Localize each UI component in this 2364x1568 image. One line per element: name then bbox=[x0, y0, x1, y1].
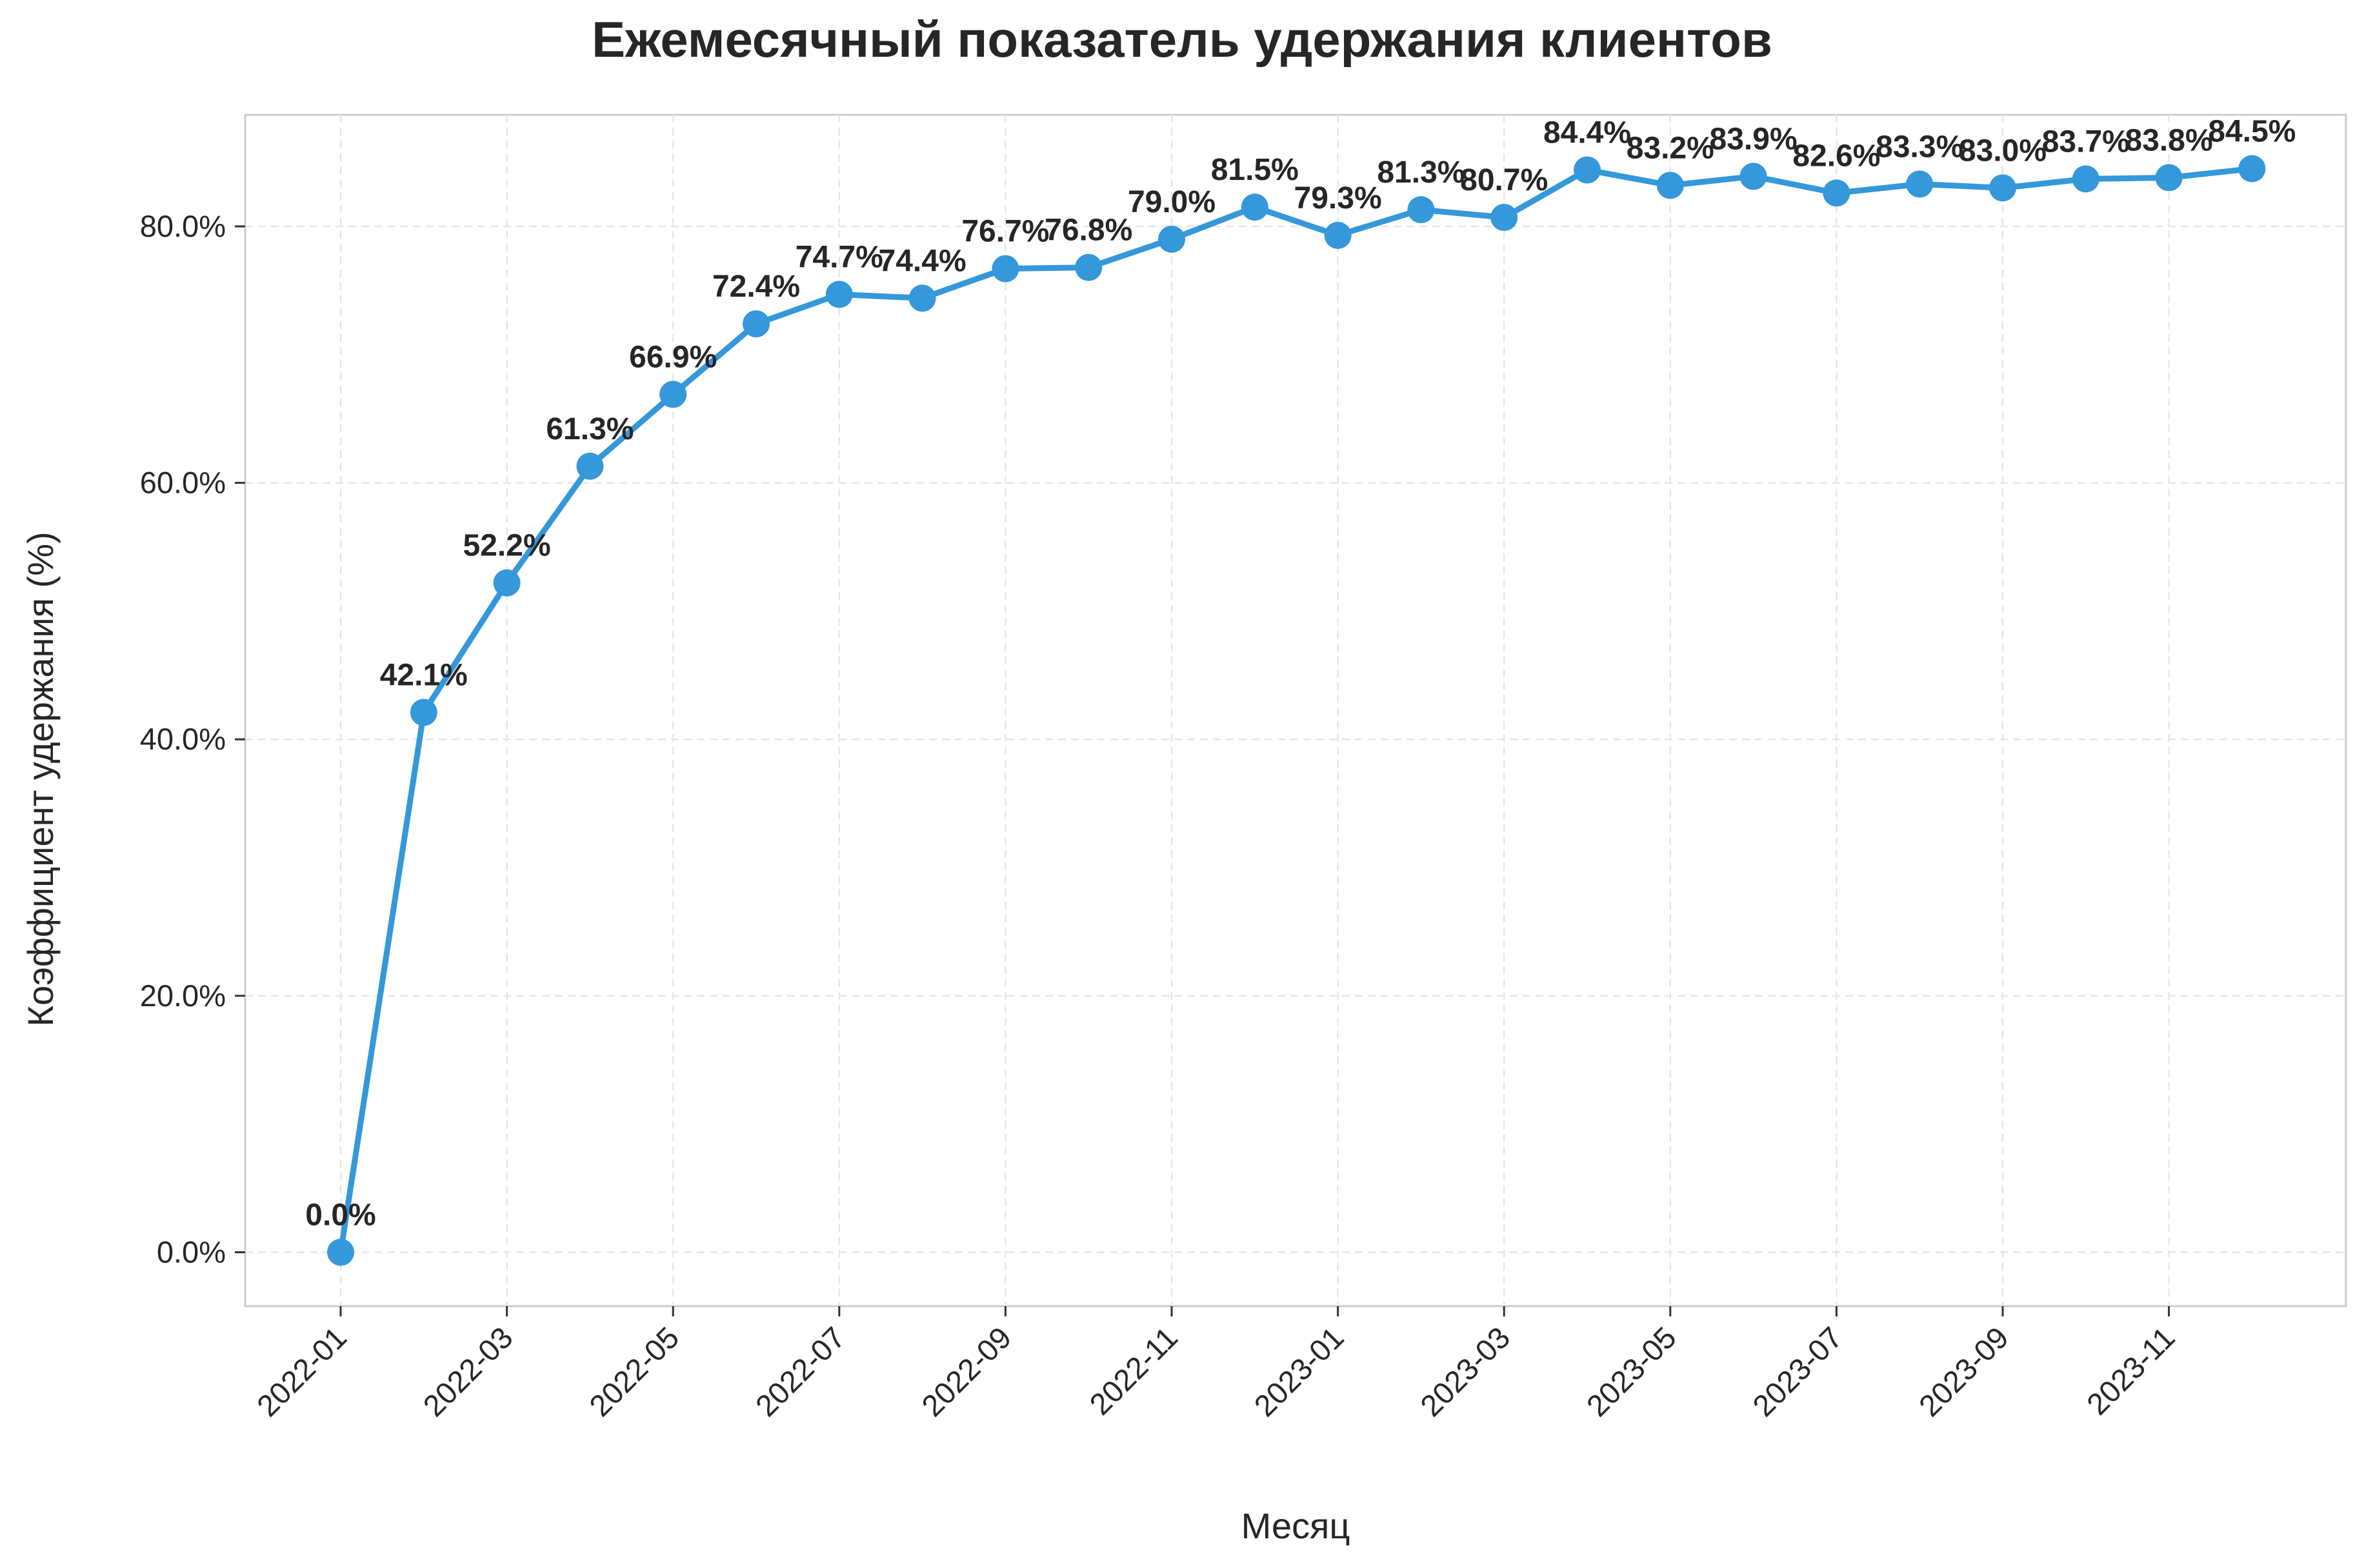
data-label: 83.2% bbox=[1627, 131, 1714, 165]
x-tick-label: 2022-01 bbox=[250, 1320, 353, 1423]
data-point bbox=[992, 255, 1019, 283]
y-tick-label: 20.0% bbox=[140, 978, 226, 1013]
y-tick-label: 40.0% bbox=[140, 722, 226, 756]
data-point bbox=[327, 1238, 354, 1266]
data-label: 42.1% bbox=[380, 658, 468, 692]
data-label: 83.3% bbox=[1876, 130, 1963, 164]
data-point bbox=[1407, 196, 1435, 224]
x-axis-label: Месяц bbox=[1241, 1505, 1350, 1546]
data-label: 76.8% bbox=[1045, 213, 1132, 248]
x-tick-label: 2022-11 bbox=[1083, 1320, 1184, 1422]
data-label: 79.0% bbox=[1128, 185, 1216, 219]
data-label: 81.3% bbox=[1377, 155, 1465, 190]
data-label: 80.7% bbox=[1460, 163, 1548, 197]
x-tick-label: 2023-07 bbox=[1746, 1320, 1848, 1423]
data-point bbox=[1574, 156, 1601, 184]
data-label: 52.2% bbox=[463, 529, 551, 563]
y-tick-label: 0.0% bbox=[157, 1235, 226, 1269]
x-tick-label: 2022-07 bbox=[748, 1320, 851, 1423]
data-label: 83.0% bbox=[1959, 134, 2047, 168]
data-label: 0.0% bbox=[305, 1198, 376, 1232]
data-point bbox=[410, 699, 437, 726]
x-axis: 2022-01 2022-03 2022-05 2022-07 2022-09 2022-… bbox=[250, 1306, 2181, 1423]
series-retention bbox=[327, 155, 2266, 1266]
data-point bbox=[493, 569, 521, 597]
data-point bbox=[908, 284, 936, 312]
data-point bbox=[2238, 155, 2266, 183]
data-label: 74.4% bbox=[879, 244, 967, 278]
y-tick-label: 60.0% bbox=[140, 466, 226, 500]
data-label: 83.9% bbox=[1710, 122, 1798, 156]
y-axis-label: Коэффициент удержания (%) bbox=[20, 531, 61, 1026]
data-point bbox=[1324, 221, 1352, 249]
x-tick-label: 2023-11 bbox=[2080, 1320, 2181, 1422]
plot-area bbox=[244, 114, 2347, 1307]
x-tick-label: 2023-03 bbox=[1414, 1320, 1516, 1423]
x-tick-label: 2023-05 bbox=[1579, 1320, 1682, 1423]
series-line bbox=[337, 166, 2255, 1255]
data-point bbox=[1075, 253, 1103, 281]
data-point bbox=[1906, 170, 1934, 198]
data-label: 83.8% bbox=[2125, 123, 2213, 157]
data-labels: 0.0%42.1%52.2%61.3%66.9%72.4%74.7%74.4%7… bbox=[305, 115, 2296, 1233]
data-label: 81.5% bbox=[1211, 153, 1299, 187]
data-label: 84.5% bbox=[2208, 115, 2296, 149]
x-tick-label: 2022-09 bbox=[915, 1320, 1017, 1423]
chart-title: Ежемесячный показатель удержания клиенто… bbox=[592, 11, 1772, 68]
x-tick-label: 2023-01 bbox=[1247, 1320, 1350, 1423]
data-point bbox=[1158, 225, 1185, 253]
data-label: 72.4% bbox=[712, 270, 800, 304]
data-label: 84.4% bbox=[1543, 115, 1631, 150]
data-label: 79.3% bbox=[1294, 181, 1382, 215]
data-point bbox=[743, 310, 770, 338]
y-tick-label: 80.0% bbox=[140, 209, 226, 243]
data-label: 61.3% bbox=[546, 412, 634, 446]
x-tick-label: 2023-09 bbox=[1912, 1320, 2015, 1423]
data-label: 82.6% bbox=[1792, 139, 1880, 173]
data-label: 83.7% bbox=[2042, 124, 2130, 159]
data-point bbox=[2155, 164, 2183, 192]
data-label: 76.7% bbox=[961, 215, 1049, 249]
x-tick-label: 2022-03 bbox=[416, 1320, 519, 1423]
data-label: 66.9% bbox=[629, 340, 717, 374]
data-point bbox=[2072, 165, 2099, 193]
y-axis: 0.0% 20.0% 40.0% 60.0% 80.0% bbox=[140, 209, 245, 1269]
data-point bbox=[1739, 163, 1767, 190]
data-point bbox=[1656, 172, 1684, 199]
data-point bbox=[1241, 194, 1268, 221]
grid-lines bbox=[245, 115, 2346, 1306]
data-label: 74.7% bbox=[796, 240, 883, 274]
data-point bbox=[1490, 204, 1518, 232]
data-point bbox=[659, 381, 687, 408]
data-point bbox=[1989, 174, 2016, 202]
data-point bbox=[1823, 179, 1850, 207]
data-point bbox=[576, 452, 604, 480]
data-point bbox=[825, 281, 853, 308]
x-tick-label: 2022-05 bbox=[583, 1320, 685, 1423]
